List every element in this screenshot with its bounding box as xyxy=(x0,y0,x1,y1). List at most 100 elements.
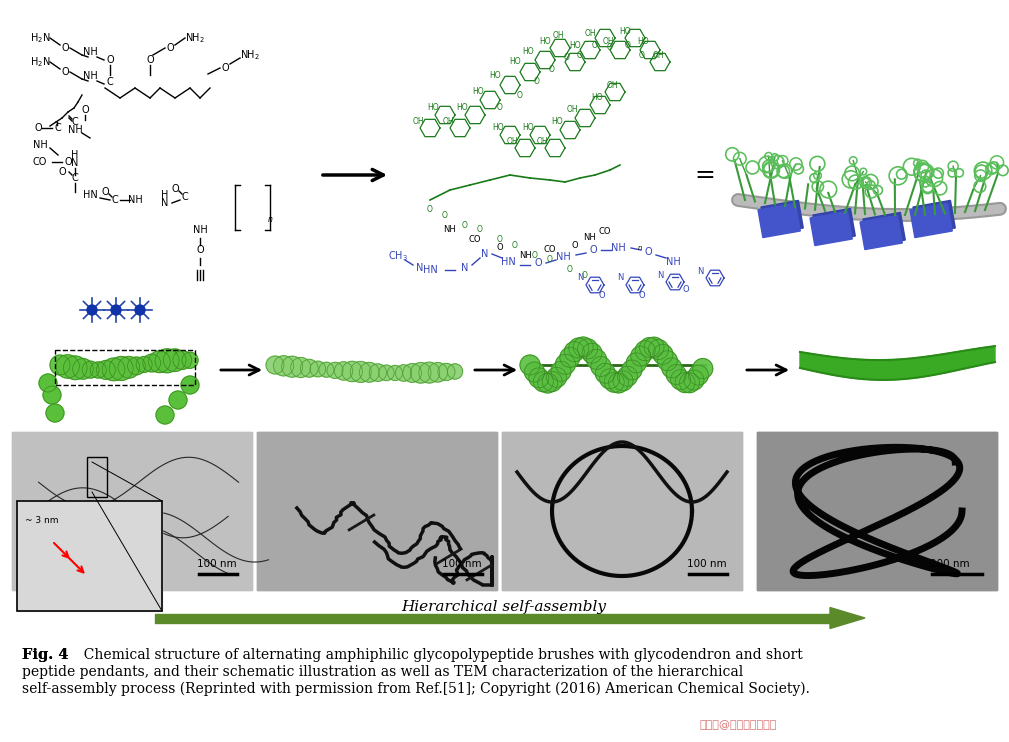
Text: O: O xyxy=(534,258,542,268)
Text: 100 nm: 100 nm xyxy=(687,559,726,569)
Text: O: O xyxy=(34,123,41,133)
Bar xyxy=(12,432,252,590)
Circle shape xyxy=(118,356,139,378)
Text: HO: HO xyxy=(427,103,439,113)
Text: C: C xyxy=(54,123,62,133)
Circle shape xyxy=(447,364,463,379)
Circle shape xyxy=(182,352,198,368)
Text: O: O xyxy=(683,286,689,295)
Text: HO: HO xyxy=(489,70,500,79)
Text: HO: HO xyxy=(591,93,602,102)
Circle shape xyxy=(529,368,549,388)
Text: HO: HO xyxy=(551,117,563,126)
Text: NH: NH xyxy=(519,251,532,260)
Text: O: O xyxy=(572,240,578,249)
Circle shape xyxy=(387,365,403,381)
Text: OH: OH xyxy=(584,28,595,38)
Text: CO: CO xyxy=(469,235,481,245)
Text: O: O xyxy=(547,255,553,264)
Text: self-assembly process (Reprinted with permission from Ref.[51]; Copyright (2016): self-assembly process (Reprinted with pe… xyxy=(22,682,810,697)
Circle shape xyxy=(173,350,192,370)
Circle shape xyxy=(43,386,61,404)
Text: O: O xyxy=(582,271,588,280)
Bar xyxy=(910,203,952,237)
Bar xyxy=(863,212,905,246)
Circle shape xyxy=(428,363,448,382)
Circle shape xyxy=(97,361,115,379)
Circle shape xyxy=(525,362,545,382)
Text: HN: HN xyxy=(500,257,516,267)
Text: O: O xyxy=(196,245,204,255)
Circle shape xyxy=(613,371,633,391)
Bar xyxy=(813,209,856,243)
Text: OH: OH xyxy=(507,137,518,146)
Circle shape xyxy=(586,349,606,370)
Text: HO: HO xyxy=(492,123,503,133)
Circle shape xyxy=(39,374,57,392)
Text: HO: HO xyxy=(569,41,581,50)
Circle shape xyxy=(90,362,106,378)
Bar xyxy=(257,432,497,590)
Text: O: O xyxy=(517,91,523,99)
Circle shape xyxy=(310,361,326,377)
Text: O: O xyxy=(512,240,518,249)
Text: O: O xyxy=(221,63,229,73)
Circle shape xyxy=(675,372,695,393)
Circle shape xyxy=(542,372,562,392)
Circle shape xyxy=(640,338,660,358)
Circle shape xyxy=(636,341,655,361)
Circle shape xyxy=(595,364,615,384)
Circle shape xyxy=(301,359,318,377)
Text: ~ 3 nm: ~ 3 nm xyxy=(25,516,59,525)
Text: O: O xyxy=(639,291,646,300)
Text: O: O xyxy=(564,53,570,62)
Circle shape xyxy=(555,354,575,374)
Bar xyxy=(502,432,742,590)
Text: HO: HO xyxy=(523,123,534,133)
Bar xyxy=(17,501,162,611)
Text: O: O xyxy=(442,211,448,220)
Circle shape xyxy=(82,361,99,378)
Text: C: C xyxy=(182,192,189,202)
Text: 100 nm: 100 nm xyxy=(442,559,481,569)
Text: N: N xyxy=(72,158,79,168)
Circle shape xyxy=(604,372,625,393)
Circle shape xyxy=(111,305,121,315)
Text: OH: OH xyxy=(536,137,548,146)
Circle shape xyxy=(169,391,187,409)
Text: HO: HO xyxy=(456,103,468,113)
Circle shape xyxy=(102,358,125,381)
Circle shape xyxy=(55,355,80,378)
Circle shape xyxy=(693,358,712,378)
Text: O: O xyxy=(589,245,596,255)
Text: OH: OH xyxy=(442,117,454,126)
Text: H$_2$N: H$_2$N xyxy=(29,31,50,45)
Circle shape xyxy=(155,349,179,372)
Text: O: O xyxy=(577,50,583,59)
Circle shape xyxy=(46,404,64,422)
Text: OH: OH xyxy=(606,80,618,90)
Text: peptide pendants, and their schematic illustration as well as TEM characterizati: peptide pendants, and their schematic il… xyxy=(22,665,744,679)
Text: N: N xyxy=(417,263,424,273)
Circle shape xyxy=(577,339,597,359)
Circle shape xyxy=(679,372,699,393)
Circle shape xyxy=(644,337,664,357)
Text: O: O xyxy=(534,77,540,87)
Text: NH: NH xyxy=(83,71,98,81)
Circle shape xyxy=(181,376,199,394)
Text: NH: NH xyxy=(583,234,596,243)
Text: O: O xyxy=(106,55,114,65)
Text: O: O xyxy=(607,44,612,53)
Text: CH$_3$: CH$_3$ xyxy=(388,249,408,263)
Circle shape xyxy=(87,305,97,315)
Text: O: O xyxy=(549,65,555,74)
Text: H$_2$N: H$_2$N xyxy=(29,55,50,69)
Circle shape xyxy=(631,346,651,366)
Text: 搜狐号@多肽研究员一枚: 搜狐号@多肽研究员一枚 xyxy=(700,720,777,730)
Bar xyxy=(913,200,956,234)
Circle shape xyxy=(582,344,602,363)
Circle shape xyxy=(569,338,588,358)
Text: N: N xyxy=(616,274,624,283)
Text: NH: NH xyxy=(32,140,47,150)
Text: N: N xyxy=(697,268,703,277)
